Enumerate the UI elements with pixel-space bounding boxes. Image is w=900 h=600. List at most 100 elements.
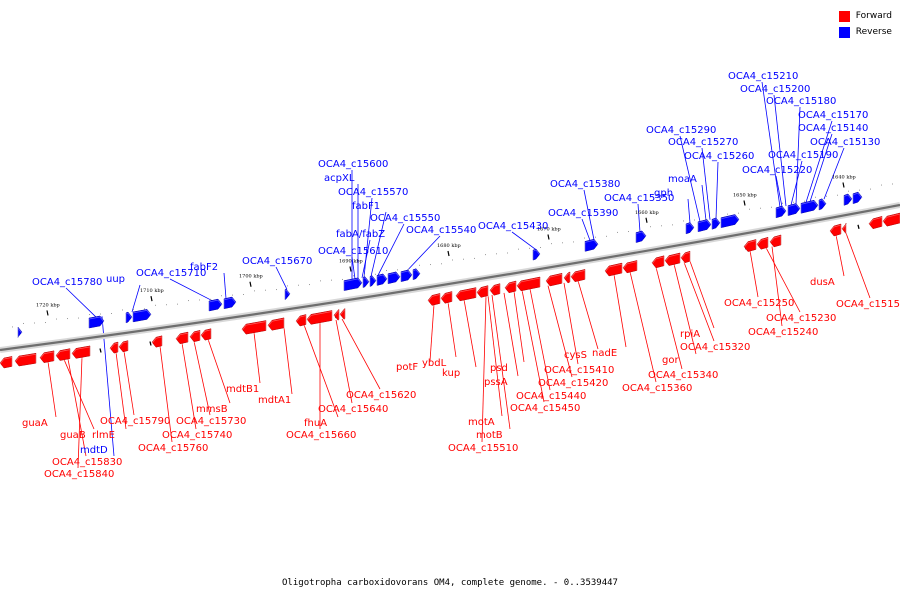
forward-gene	[664, 252, 681, 266]
gene-highlight	[343, 278, 363, 293]
forward-swatch	[838, 10, 850, 22]
rail-dot	[683, 220, 684, 222]
forward-gene	[267, 317, 285, 331]
gene-highlight	[504, 281, 517, 295]
gene-label: OCA4_c15730	[176, 416, 246, 427]
label-leader	[481, 295, 487, 443]
label-leader	[771, 246, 783, 327]
label-leader	[823, 147, 845, 200]
label-leader	[193, 341, 211, 416]
reverse-gene	[711, 217, 721, 230]
forward-gene	[427, 293, 441, 306]
rail-dot	[430, 264, 431, 266]
rail-dot	[870, 188, 871, 190]
rail-dot	[848, 190, 849, 192]
reverse-gene	[284, 288, 291, 301]
gene-label: OCA4_c15780	[32, 277, 102, 288]
gene-label: fabF2	[190, 262, 218, 273]
gene-highlight	[545, 273, 563, 288]
gene-label: OCA4_c15840	[44, 469, 114, 480]
gene-label: rlmE	[92, 430, 115, 441]
label-leader	[303, 324, 339, 418]
forward-gene	[333, 308, 340, 321]
tick-label: 1710 kbp	[140, 288, 164, 294]
gene-label: OCA4_c15340	[648, 370, 718, 381]
forward-gene	[545, 272, 563, 287]
tick-dash	[857, 224, 860, 229]
tick-mark	[547, 234, 550, 240]
gene-highlight	[882, 213, 900, 228]
label-leader	[377, 223, 405, 276]
gene-label: OCA4_c15830	[52, 457, 122, 468]
rail-dot	[529, 247, 530, 249]
rail-dot	[386, 270, 387, 272]
gene-label: OCA4_c15420	[538, 378, 608, 389]
tick-label: 1700 kbp	[239, 274, 263, 280]
gene-label: OCA4_c15640	[318, 404, 388, 415]
gene-highlight	[532, 249, 541, 262]
gene-label: OCA4_c15610	[318, 246, 388, 257]
gene-label: OCA4_c15220	[742, 165, 812, 176]
gene-highlight	[200, 329, 212, 342]
gene-label: OCA4_c15290	[646, 125, 716, 136]
rail-dot	[188, 300, 189, 302]
rail-dot	[672, 224, 673, 226]
rail-dot	[309, 284, 310, 286]
label-leader	[835, 234, 845, 277]
gene-highlight	[306, 311, 333, 326]
gene-label: moaA	[668, 174, 697, 185]
rail-dot	[518, 248, 519, 250]
gene-highlight	[125, 312, 133, 325]
gene-highlight	[223, 297, 237, 311]
gene-label: fhuA	[304, 418, 327, 429]
label-leader	[429, 304, 435, 362]
label-leader	[63, 359, 95, 430]
gene-label: guaA	[22, 418, 48, 429]
gene-label: OCA4_c15200	[740, 84, 810, 95]
rail-dot	[639, 230, 640, 232]
label-leader	[655, 267, 683, 370]
label-leader	[701, 184, 707, 221]
rail-dot	[617, 231, 618, 233]
gene-label: OCA4_c15190	[768, 150, 838, 161]
reverse-gene	[697, 219, 712, 233]
gene-label: OCA4_c15380	[550, 179, 620, 190]
rail-dot	[837, 194, 838, 196]
gene-highlight	[622, 260, 638, 275]
gene-highlight	[489, 284, 501, 297]
rail-dot	[661, 225, 662, 227]
gene-highlight	[685, 223, 695, 236]
gene-highlight	[476, 286, 489, 299]
rail-dot	[177, 303, 178, 305]
gene-highlight	[109, 342, 119, 355]
forward-gene	[841, 223, 847, 235]
gene-highlight	[175, 332, 189, 346]
tick-label: 1720 kbp	[36, 302, 60, 308]
rail-dot	[243, 293, 244, 295]
gene-highlight	[362, 277, 370, 290]
rail-dot	[353, 275, 354, 277]
rail-dot	[23, 322, 24, 324]
rail-dot	[276, 289, 277, 291]
tick-label: 1650 kbp	[733, 193, 757, 199]
gene-label: OCA4_c15570	[338, 187, 408, 198]
rail-dot	[606, 235, 607, 237]
gene-label: OCA4_c15350	[604, 193, 674, 204]
label-leader	[687, 198, 691, 224]
reverse-gene	[532, 248, 541, 261]
forward-gene	[604, 262, 623, 277]
gene-highlight	[720, 215, 740, 230]
gene-highlight	[387, 272, 401, 286]
rail-dot	[144, 308, 145, 310]
label-leader	[521, 289, 545, 403]
rail-dot	[551, 243, 552, 245]
tick-label: 1670 kbp	[537, 226, 561, 232]
gene-highlight	[39, 351, 55, 365]
reverse-gene	[787, 203, 801, 216]
gene-highlight	[427, 293, 441, 307]
gene-label: OCA4_c15510	[448, 443, 518, 454]
forward-gene	[504, 280, 517, 294]
rail-dot	[826, 195, 827, 197]
label-leader	[351, 256, 356, 279]
